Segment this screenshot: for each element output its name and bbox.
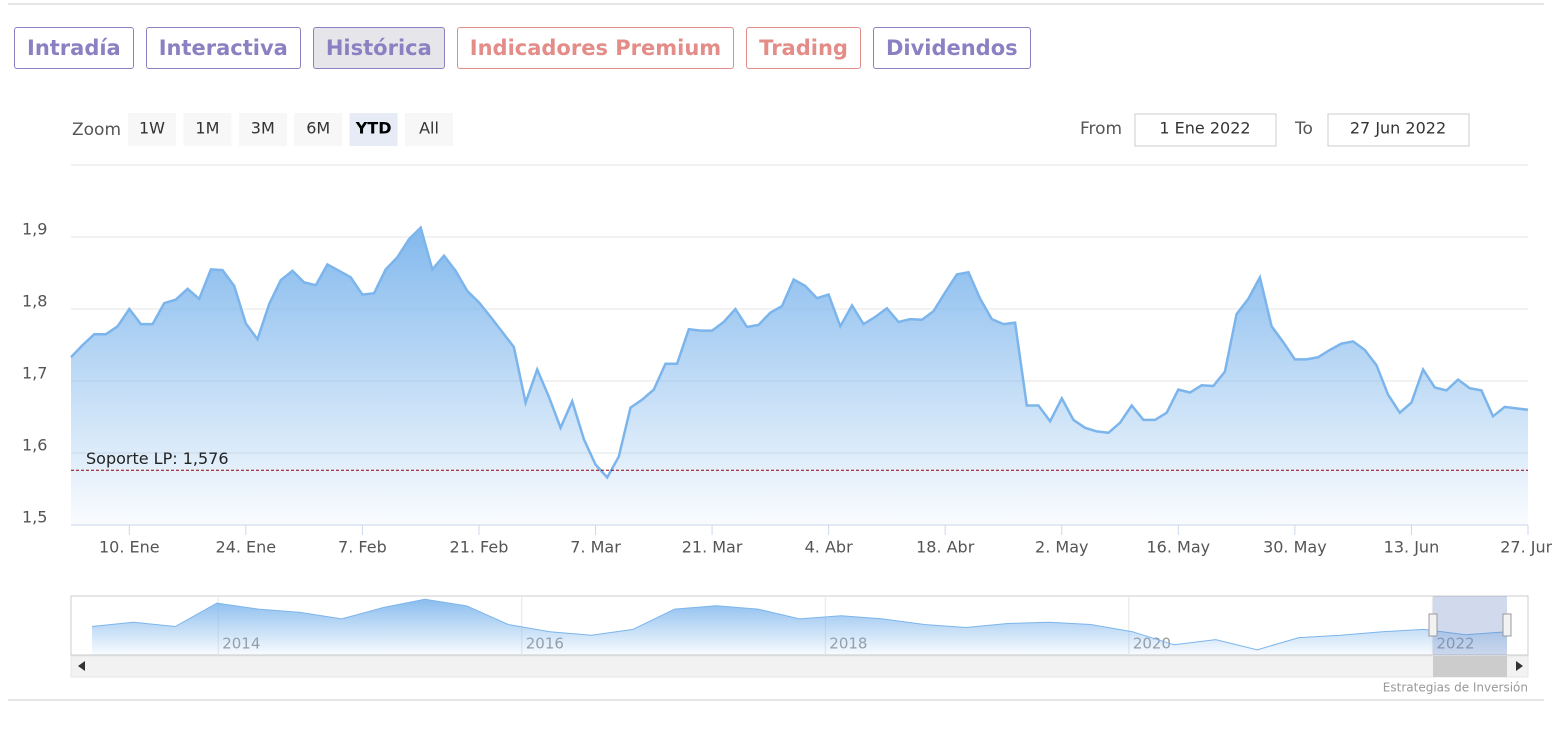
credit: Estrategias de Inversión [1383, 681, 1528, 695]
zoom-button[interactable] [238, 113, 287, 146]
x-tick-label: 18. Abr [916, 538, 975, 557]
zoom-button[interactable] [128, 113, 176, 146]
x-tick-label: 24. Ene [216, 538, 277, 557]
zoom-button-label[interactable]: 1W [139, 119, 165, 138]
tab[interactable]: Indicadores Premium [456, 27, 735, 69]
scroll-right[interactable] [1516, 661, 1523, 671]
x-tick-label: 7. Feb [338, 538, 387, 557]
tab[interactable]: Intradía [14, 27, 134, 69]
tab[interactable]: Histórica [312, 27, 445, 69]
scroll-left[interactable] [78, 661, 85, 671]
plot-line-label: Soporte LP: 1,576 [86, 449, 229, 468]
x-tick-label: 2. May [1035, 538, 1088, 557]
y-tick-label: 1,8 [22, 292, 47, 311]
to-value: 27 Jun 2022 [1350, 119, 1446, 138]
area [71, 227, 1528, 525]
tab-bar: Intradía Interactiva Histórica Indicadores … [14, 27, 1031, 69]
x-tick-label: 7. Mar [570, 538, 621, 557]
from-value: 1 Ene 2022 [1159, 119, 1250, 138]
x-tick-label: 4. Abr [805, 538, 853, 557]
to-input[interactable] [1327, 113, 1470, 147]
to-label: To [1294, 119, 1313, 139]
tab[interactable]: Interactiva [145, 27, 301, 69]
zoom-button[interactable] [294, 113, 343, 146]
zoom-button-label[interactable]: 3M [251, 119, 275, 138]
tab[interactable]: Trading [746, 27, 861, 69]
line [70, 225, 1529, 480]
tab[interactable]: Dividendos [872, 27, 1031, 69]
zoom-button-label[interactable]: 1M [195, 119, 219, 138]
zoom-button[interactable] [405, 113, 453, 146]
zoom-label: Zoom [72, 120, 121, 140]
from-input[interactable] [1134, 113, 1277, 147]
x-tick-label: 13. Jun [1384, 538, 1440, 557]
scrollbar-thumb[interactable] [1433, 656, 1507, 677]
y-tick-label: 1,9 [22, 220, 47, 239]
x-tick-label: 10. Ene [99, 538, 160, 557]
navigator-area [92, 599, 1507, 655]
x-tick-label: 27. Jun [1500, 538, 1552, 557]
navigator-handle[interactable] [1428, 613, 1438, 637]
x-tick-label: 21. Mar [682, 538, 743, 557]
x-tick-label: 21. Feb [450, 538, 509, 557]
x-tick-label: 30. May [1263, 538, 1327, 557]
navigator-handle[interactable] [1502, 613, 1512, 637]
zoom-button[interactable] [183, 113, 232, 146]
y-tick-label: 1,6 [22, 436, 47, 455]
y-tick-label: 1,5 [22, 508, 47, 527]
zoom-button[interactable] [349, 113, 398, 146]
y-tick-label: 1,7 [22, 364, 47, 383]
navigator-line [91, 598, 1508, 651]
zoom-button-label[interactable]: All [419, 119, 439, 138]
zoom-button-label[interactable]: 6M [306, 119, 330, 138]
zoom-button-label[interactable]: YTD [355, 119, 392, 138]
from-label: From [1080, 119, 1122, 139]
scrollbar [70, 655, 1529, 678]
navigator-mask [1433, 596, 1507, 655]
x-tick-label: 16. May [1147, 538, 1211, 557]
